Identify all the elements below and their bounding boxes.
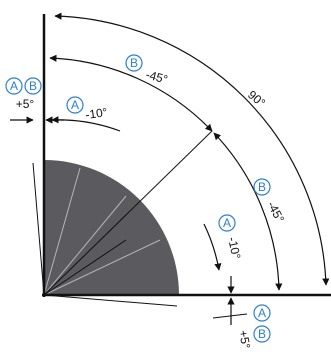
label-b-upper: -45° xyxy=(144,67,169,86)
badge-a-lower-group: A -10° xyxy=(218,214,243,261)
arc-a-lower xyxy=(203,223,222,271)
badge-a-upper-group: A -10° xyxy=(66,96,109,122)
arc-b-upper xyxy=(49,54,213,132)
radial-line-upper-left xyxy=(32,162,45,296)
badge-b-text: B xyxy=(29,79,37,93)
badge-a-circle xyxy=(5,77,23,95)
label-b-lower: -45° xyxy=(264,199,287,225)
radial-line-lower-right xyxy=(43,294,178,307)
badge-pair-upper: A B +5° xyxy=(5,77,42,111)
label-90: 90° xyxy=(245,88,268,111)
badge-a-circle xyxy=(218,214,236,232)
tolerance-leader-lower xyxy=(212,313,248,319)
badge-b-circle xyxy=(253,178,271,196)
label-a-upper: -10° xyxy=(84,105,108,122)
badge-a-text: A xyxy=(258,306,266,320)
badge-b-text: B xyxy=(258,180,266,194)
badge-b-circle xyxy=(253,325,271,343)
badge-a-circle xyxy=(253,304,271,322)
badge-a-text: A xyxy=(71,98,79,112)
badge-a-text: A xyxy=(10,79,18,93)
arc-b-lower xyxy=(213,132,283,291)
badge-b-upper-group: B -45° xyxy=(125,54,169,87)
badge-pair-lower: A B +5° xyxy=(236,304,271,350)
badge-b-circle xyxy=(24,77,42,95)
label-a-lower: -10° xyxy=(225,236,243,261)
badge-b-text: B xyxy=(258,327,266,341)
label-ab-upper: +5° xyxy=(16,97,35,111)
arc-90 xyxy=(54,12,330,286)
badge-b-circle xyxy=(125,54,143,72)
badge-b-text: B xyxy=(130,56,138,70)
badge-a-circle xyxy=(66,96,84,114)
label-ab-lower: +5° xyxy=(236,329,253,350)
badge-a-text: A xyxy=(223,216,231,230)
